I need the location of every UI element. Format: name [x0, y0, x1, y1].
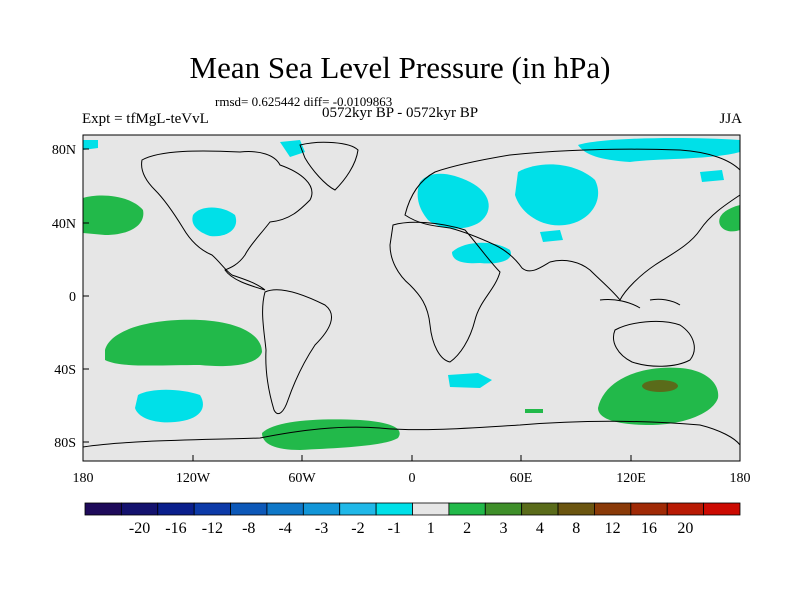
eurasia-coast [404, 148, 741, 301]
cyan-patch-arctic-west [83, 140, 98, 150]
south-america-coast [262, 289, 333, 415]
colorbar-swatch [120, 502, 159, 516]
colorbar-swatch [266, 502, 304, 516]
colorbar-swatch [594, 502, 632, 516]
colorbar-swatch [193, 502, 231, 516]
colorbar-label: -16 [165, 520, 186, 537]
lon-label-60w: 60W [288, 471, 316, 486]
colorbar-label: 16 [641, 520, 657, 537]
lat-label-80n: 80N [52, 143, 76, 158]
lon-label-0: 0 [409, 471, 416, 486]
colorbar-label: -8 [242, 520, 255, 537]
africa-coast [389, 221, 501, 363]
axis-ticks [82, 148, 741, 461]
colorbar-swatch [703, 502, 741, 516]
green-patch-australia-south [598, 367, 719, 425]
cyan-patch-europe [417, 173, 489, 229]
cyan-patch-central-asia [515, 164, 599, 226]
colorbar-label: -1 [388, 520, 401, 537]
north-america-coast [141, 150, 313, 291]
antarctica-coast [82, 420, 741, 448]
lon-label-180e: 180 [730, 471, 751, 486]
colorbar-swatch [157, 502, 195, 516]
cyan-patch-pacific-ne [700, 170, 724, 182]
colorbar-label: 20 [677, 520, 693, 537]
lon-label-180w: 180 [73, 471, 94, 486]
colorbar-swatch [484, 502, 523, 516]
coastlines [82, 141, 741, 448]
colorbar-labels: -20 -16 -12 -8 -4 -3 -2 -1 1 2 3 4 8 12 16 20 [129, 520, 693, 537]
colorbar [84, 502, 741, 516]
period-label: 0572kyr BP - 0572kyr BP [322, 105, 479, 121]
lat-label-0: 0 [69, 290, 76, 305]
colorbar-label: -12 [202, 520, 223, 537]
colorbar-swatch [630, 502, 668, 516]
stats-text: rmsd= 0.625442 diff= -0.0109863 [215, 94, 393, 109]
lat-label-40n: 40N [52, 217, 76, 232]
cyan-patch-arctic-russia [578, 137, 740, 162]
colorbar-swatch [412, 502, 450, 516]
colorbar-swatch [521, 502, 559, 516]
lon-label-120e: 120E [616, 471, 646, 486]
indonesia-coast [599, 298, 681, 309]
colorbar-swatch [557, 502, 595, 516]
colorbar-label: -4 [278, 520, 291, 537]
green-patch-small-indian [525, 409, 543, 413]
green-patch-north-pacific-west [83, 195, 144, 235]
greenland-coast [299, 141, 359, 191]
colorbar-label: 1 [427, 520, 435, 537]
colorbar-swatch [230, 502, 268, 516]
cyan-patch-south-pacific [135, 389, 203, 423]
colorbar-label: -20 [129, 520, 150, 537]
colorbar-swatch [302, 502, 341, 516]
colorbar-label: 3 [499, 520, 507, 537]
experiment-label: Expt = tfMgL-teVvL [82, 111, 209, 127]
cyan-patch-iran [540, 230, 563, 242]
cyan-patch-north-america [192, 207, 237, 237]
colorbar-swatch [375, 502, 413, 516]
colorbar-swatch [339, 502, 377, 516]
colorbar-swatch [84, 502, 122, 516]
green-patch-south-pacific [105, 319, 262, 367]
lon-label-120w: 120W [176, 471, 211, 486]
colorbar-label: 4 [536, 520, 544, 537]
map-title: Mean Sea Level Pressure (in hPa) [189, 50, 611, 85]
lat-label-80s: 80S [54, 436, 76, 451]
colorbar-label: -3 [315, 520, 328, 537]
australia-coast [613, 320, 695, 367]
season-label: JJA [719, 111, 742, 127]
colorbar-swatch [666, 502, 705, 516]
olive-patch-south-australia [642, 380, 678, 392]
colorbar-label: 12 [605, 520, 621, 537]
green-patch-north-pacific-east [719, 205, 740, 232]
cyan-patch-south-atlantic [448, 373, 492, 388]
colorbar-label: -2 [351, 520, 364, 537]
colorbar-swatch [448, 502, 486, 516]
cyan-patch-arctic-greenland [280, 140, 305, 157]
colorbar-label: 8 [572, 520, 580, 537]
lat-label-40s: 40S [54, 363, 76, 378]
colorbar-label: 2 [463, 520, 471, 537]
lon-label-60e: 60E [510, 471, 533, 486]
cyan-patch-arabia [452, 242, 511, 264]
